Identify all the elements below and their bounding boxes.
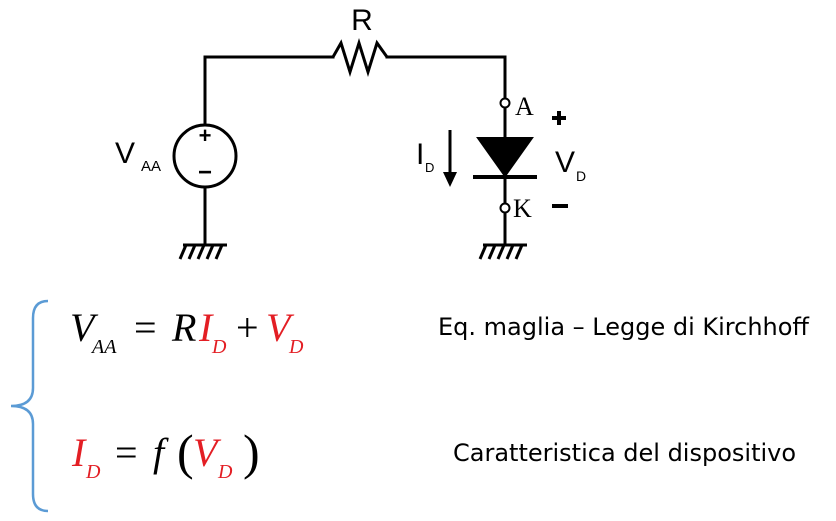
source-plus-sign: + [199, 123, 212, 148]
eq2-open-paren: ( [177, 424, 194, 480]
cathode-terminal [499, 202, 511, 214]
eq2-id-main: I [71, 430, 87, 475]
system-brace [10, 299, 49, 513]
vd-minus-sign [552, 204, 568, 208]
equation-kirchhoff: V AA = R I D + V D [70, 305, 304, 358]
id-label-main: I [416, 138, 424, 171]
eq1-vd-main: V [266, 305, 295, 350]
ground-left [178, 243, 227, 260]
eq1-id-sub: D [211, 336, 227, 358]
eq2-vd-main: V [193, 430, 222, 475]
source-label-main: V [115, 137, 135, 170]
eq2-vd-sub: D [217, 461, 233, 483]
vd-label-sub: D [576, 168, 586, 184]
anode-terminal [499, 97, 511, 109]
eq1-plus: + [236, 305, 259, 350]
id-arrow-head [443, 172, 457, 187]
voltage-source-symbol [172, 123, 238, 189]
id-label-sub: D [425, 160, 434, 175]
cathode-label: K [513, 194, 532, 223]
eq1-lhs-main: V [70, 305, 99, 350]
eq1-lhs-sub: AA [90, 336, 117, 358]
eq1-r: R [171, 305, 196, 350]
diode-symbol [476, 137, 534, 178]
anode-label: A [515, 92, 534, 121]
vd-label-main: V [555, 146, 575, 179]
vd-plus-sign-v [557, 111, 561, 125]
eq2-equals: = [115, 430, 138, 475]
wire-right-top [385, 55, 507, 100]
eq2-close-paren: ) [243, 424, 260, 480]
wire-left-top [203, 55, 335, 127]
eq2-description: Caratteristica del dispositivo [453, 439, 797, 467]
id-label: I D [416, 138, 434, 175]
eq1-description: Eq. maglia – Legge di Kirchhoff [438, 313, 809, 341]
resistor-label: R [351, 4, 373, 37]
source-label-sub: AA [141, 158, 161, 175]
circuit-wires [203, 55, 507, 247]
eq2-f: f [153, 430, 169, 475]
source-label: V AA [115, 137, 161, 175]
eq1-id-main: I [198, 305, 214, 350]
eq1-equals: = [134, 305, 157, 350]
source-minus-sign: − [198, 159, 212, 186]
eq2-id-sub: D [85, 461, 101, 483]
eq1-vd-sub: D [288, 336, 304, 358]
resistor-symbol [331, 37, 389, 78]
vd-label: V D [555, 146, 586, 184]
equation-characteristic: I D = f ( V D ) [71, 424, 260, 483]
ground-right [478, 243, 527, 260]
